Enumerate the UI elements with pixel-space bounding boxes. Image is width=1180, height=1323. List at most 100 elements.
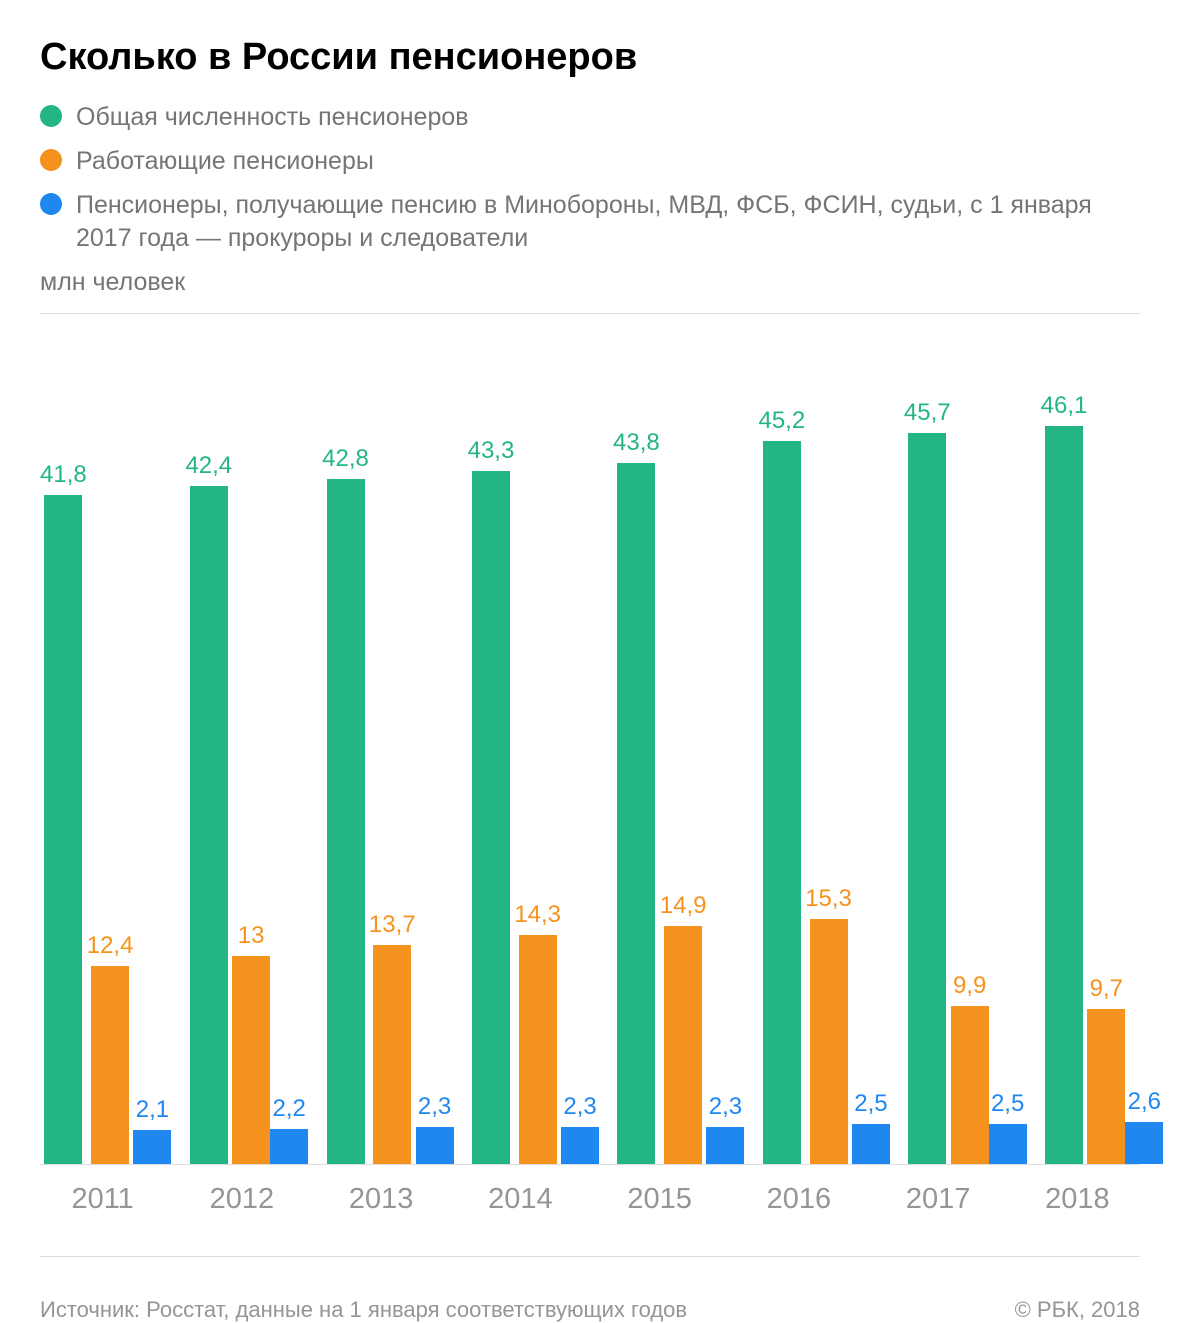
bar-value-label: 45,2 <box>758 407 805 435</box>
bar-wrap: 43,3 <box>468 364 515 1164</box>
bar <box>989 1124 1027 1164</box>
bar-value-label: 2,2 <box>272 1095 305 1123</box>
bar-wrap: 2,1 <box>133 364 171 1164</box>
bar-value-label: 14,9 <box>660 892 707 920</box>
bar-wrap: 45,2 <box>758 364 805 1164</box>
source-text: Источник: Росстат, данные на 1 января со… <box>40 1297 687 1323</box>
bar <box>706 1127 744 1164</box>
legend-item-working: Работающие пенсионеры <box>40 145 1140 179</box>
x-axis-tick: 2018 <box>1015 1183 1140 1216</box>
bar-value-label: 14,3 <box>514 901 561 929</box>
legend-label: Общая численность пенсионеров <box>76 101 469 135</box>
bar-wrap: 12,4 <box>87 364 134 1164</box>
bar-value-label: 9,9 <box>953 972 986 1000</box>
bar-wrap: 15,3 <box>805 364 852 1164</box>
bar <box>44 495 82 1164</box>
x-axis-tick: 2012 <box>179 1183 304 1216</box>
bar-value-label: 42,8 <box>322 445 369 473</box>
bar-value-label: 2,3 <box>709 1093 742 1121</box>
bar-wrap: 2,3 <box>561 364 599 1164</box>
bar-group: 42,8 13,7 2,3 <box>322 364 453 1164</box>
legend-dot-icon <box>40 193 62 215</box>
bar <box>1045 426 1083 1164</box>
legend-item-gov: Пенсионеры, получающие пенсию в Миноборо… <box>40 189 1140 257</box>
bar-value-label: 42,4 <box>185 452 232 480</box>
bar-wrap: 45,7 <box>904 364 951 1164</box>
legend-label: Пенсионеры, получающие пенсию в Миноборо… <box>76 189 1140 257</box>
bar-wrap: 2,6 <box>1125 364 1163 1164</box>
bar-value-label: 2,3 <box>418 1093 451 1121</box>
copyright-text: © РБК, 2018 <box>1015 1297 1140 1323</box>
bar-value-label: 43,8 <box>613 429 660 457</box>
bar-group: 45,2 15,3 2,5 <box>758 364 889 1164</box>
bar <box>1087 1009 1125 1164</box>
bar-wrap: 13,7 <box>369 364 416 1164</box>
bar <box>190 486 228 1164</box>
bar-value-label: 46,1 <box>1041 392 1088 420</box>
bar <box>327 479 365 1164</box>
bar-value-label: 2,3 <box>563 1093 596 1121</box>
bar-group: 41,812,42,1 <box>40 364 171 1164</box>
bar <box>373 945 411 1164</box>
bar-wrap: 2,3 <box>416 364 454 1164</box>
legend-item-total: Общая численность пенсионеров <box>40 101 1140 135</box>
bar <box>270 1129 308 1164</box>
bar-wrap: 42,4 <box>185 364 232 1164</box>
legend-label: Работающие пенсионеры <box>76 145 374 179</box>
bar-value-label: 41,8 <box>40 461 87 489</box>
bar-group: 43,3 14,3 2,3 <box>468 364 599 1164</box>
bar-value-label: 13,7 <box>369 911 416 939</box>
bar <box>472 471 510 1164</box>
legend: Общая численность пенсионеров Работающие… <box>40 101 1140 256</box>
bar <box>852 1124 890 1164</box>
bar-value-label: 9,7 <box>1090 975 1123 1003</box>
bar-chart: 41,812,42,1 42,4 13 2,2 42,8 13,7 2,3 43,3 14,3 2… <box>40 324 1140 1164</box>
x-axis-tick: 2011 <box>40 1183 165 1216</box>
bar-value-label: 2,6 <box>1128 1088 1161 1116</box>
bar <box>810 919 848 1164</box>
divider-axis <box>40 1164 1140 1165</box>
bar-wrap: 2,5 <box>989 364 1027 1164</box>
x-axis-tick: 2016 <box>736 1183 861 1216</box>
bar-group: 45,7 9,92,5 <box>904 364 1027 1164</box>
bar-value-label: 2,1 <box>136 1096 169 1124</box>
bar <box>416 1127 454 1164</box>
bar <box>617 463 655 1164</box>
legend-dot-icon <box>40 105 62 127</box>
bar-wrap: 9,9 <box>951 364 989 1164</box>
bar-wrap: 42,8 <box>322 364 369 1164</box>
bar-wrap: 46,1 <box>1041 364 1088 1164</box>
bar-wrap: 14,9 <box>660 364 707 1164</box>
bar-wrap: 41,8 <box>40 364 87 1164</box>
bar-wrap: 2,3 <box>706 364 744 1164</box>
divider-top <box>40 313 1140 314</box>
bar-value-label: 15,3 <box>805 885 852 913</box>
bar <box>91 966 129 1164</box>
bar-wrap: 2,2 <box>270 364 308 1164</box>
bar-group: 42,4 13 2,2 <box>185 364 308 1164</box>
bar-group: 43,8 14,9 2,3 <box>613 364 744 1164</box>
bar <box>232 956 270 1164</box>
bar-value-label: 43,3 <box>468 437 515 465</box>
bar <box>519 935 557 1164</box>
bar-wrap: 43,8 <box>613 364 660 1164</box>
bar <box>1125 1122 1163 1164</box>
chart-title: Сколько в России пенсионеров <box>40 36 1140 79</box>
bar-group: 46,1 9,7 2,6 <box>1041 364 1164 1164</box>
bar-wrap: 2,5 <box>852 364 890 1164</box>
bar-value-label: 2,5 <box>854 1090 887 1118</box>
bar-wrap: 13 <box>232 364 270 1164</box>
x-axis-tick: 2013 <box>319 1183 444 1216</box>
x-axis: 20112012201320142015201620172018 <box>40 1183 1140 1216</box>
legend-dot-icon <box>40 149 62 171</box>
divider-bottom <box>40 1256 1140 1257</box>
bar <box>133 1130 171 1164</box>
bar <box>951 1006 989 1164</box>
bar-value-label: 13 <box>238 922 265 950</box>
bar <box>664 926 702 1164</box>
bar <box>561 1127 599 1164</box>
bar-wrap: 9,7 <box>1087 364 1125 1164</box>
bar <box>763 441 801 1164</box>
bar-value-label: 45,7 <box>904 399 951 427</box>
x-axis-tick: 2015 <box>597 1183 722 1216</box>
